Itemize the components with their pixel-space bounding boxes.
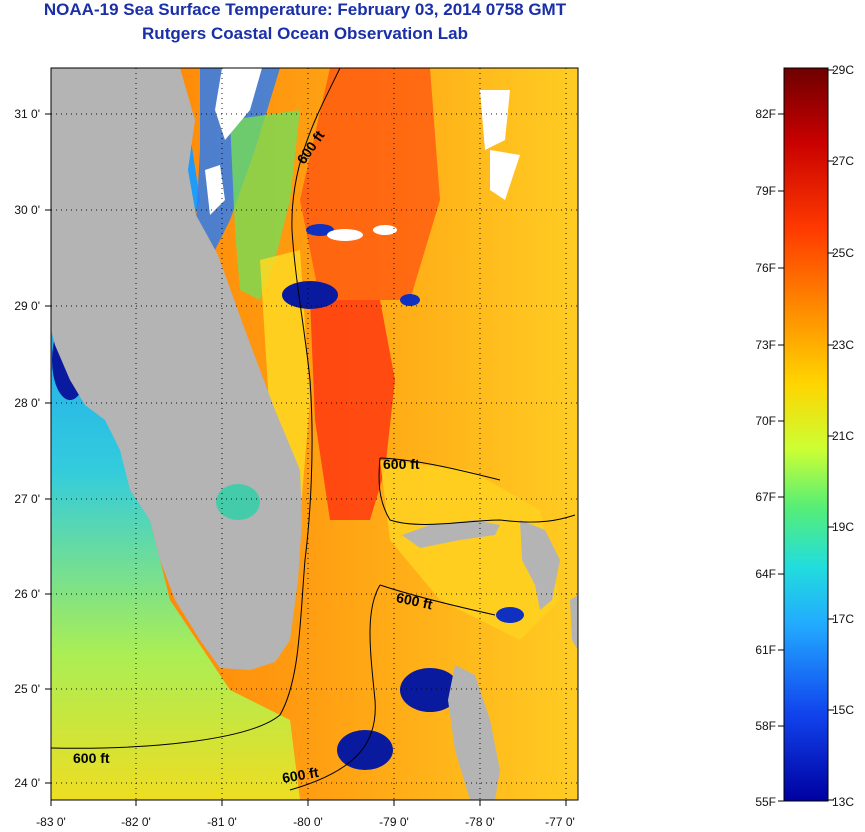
colorbar-ticks [778, 69, 834, 802]
isobath-label: 600 ft [383, 456, 420, 472]
cloud-masks [205, 68, 520, 241]
lat-label: 27 0' [14, 492, 40, 506]
gulf-stream-core [310, 300, 395, 520]
colorbar-gradient [783, 67, 829, 802]
andros-land [448, 665, 500, 800]
lon-label: -83 0' [36, 815, 66, 829]
fahrenheit-label: 67F [755, 490, 776, 504]
celsius-label: 17C [832, 612, 854, 626]
colorbar: 82F 79F 76F 73F 70F 67F 64F 61F 58F 55F … [755, 63, 854, 809]
isobath-label: 600 ft [73, 750, 110, 766]
lat-label: 26 0' [14, 587, 40, 601]
celsius-label: 23C [832, 338, 854, 352]
celsius-label: 13C [832, 795, 854, 809]
axis-ticks [45, 113, 567, 806]
longitude-labels: -83 0' -82 0' -81 0' -80 0' -79 0' -78 0… [36, 815, 575, 829]
eleuthera-land [570, 595, 578, 650]
fahrenheit-label: 82F [755, 107, 776, 121]
fahrenheit-label: 70F [755, 414, 776, 428]
fahrenheit-label: 55F [755, 795, 776, 809]
bahamas-bank-water [380, 460, 560, 640]
lat-label: 25 0' [14, 682, 40, 696]
abaco-land [520, 520, 560, 610]
grand-bahama-land [402, 520, 500, 548]
nearshore-green-water [230, 110, 300, 300]
celsius-label: 29C [832, 63, 854, 77]
fahrenheit-label: 76F [755, 261, 776, 275]
lat-label: 31 0' [14, 107, 40, 121]
sst-map: 600 ft 600 ft 600 ft 600 ft 600 ft [14, 67, 579, 829]
isobath-lines [51, 68, 576, 791]
isobath-label: 600 ft [281, 764, 320, 786]
fahrenheit-label: 79F [755, 184, 776, 198]
fahrenheit-label: 64F [755, 567, 776, 581]
latitude-labels: 31 0' 30 0' 29 0' 28 0' 27 0' 26 0' 25 0… [14, 107, 40, 790]
map-title: NOAA-19 Sea Surface Temperature: Februar… [43, 0, 567, 19]
fahrenheit-label: 73F [755, 338, 776, 352]
colorbar-celsius-labels: 29C 27C 25C 23C 21C 19C 17C 15C 13C [832, 63, 854, 809]
celsius-label: 25C [832, 246, 854, 260]
lon-label: -79 0' [379, 815, 409, 829]
lon-label: -81 0' [207, 815, 237, 829]
lat-label: 28 0' [14, 396, 40, 410]
fahrenheit-label: 58F [755, 719, 776, 733]
lon-label: -82 0' [121, 815, 151, 829]
graticule [51, 68, 578, 800]
fahrenheit-label: 61F [755, 643, 776, 657]
isobath-label: 600 ft [395, 589, 434, 612]
celsius-label: 21C [832, 429, 854, 443]
lat-label: 30 0' [14, 203, 40, 217]
lat-label: 24 0' [14, 776, 40, 790]
lon-label: -78 0' [465, 815, 495, 829]
lat-label: 29 0' [14, 299, 40, 313]
lon-label: -77 0' [545, 815, 575, 829]
map-frame [50, 67, 579, 801]
celsius-label: 27C [832, 154, 854, 168]
celsius-label: 15C [832, 703, 854, 717]
lake-okeechobee [216, 484, 260, 520]
colorbar-fahrenheit-labels: 82F 79F 76F 73F 70F 67F 64F 61F 58F 55F [755, 107, 776, 809]
gulf-stream-north [300, 68, 440, 300]
map-subtitle: Rutgers Coastal Ocean Observation Lab [142, 24, 468, 43]
lon-label: -80 0' [293, 815, 323, 829]
nearshore-yellow-water [260, 250, 310, 520]
celsius-label: 19C [832, 520, 854, 534]
